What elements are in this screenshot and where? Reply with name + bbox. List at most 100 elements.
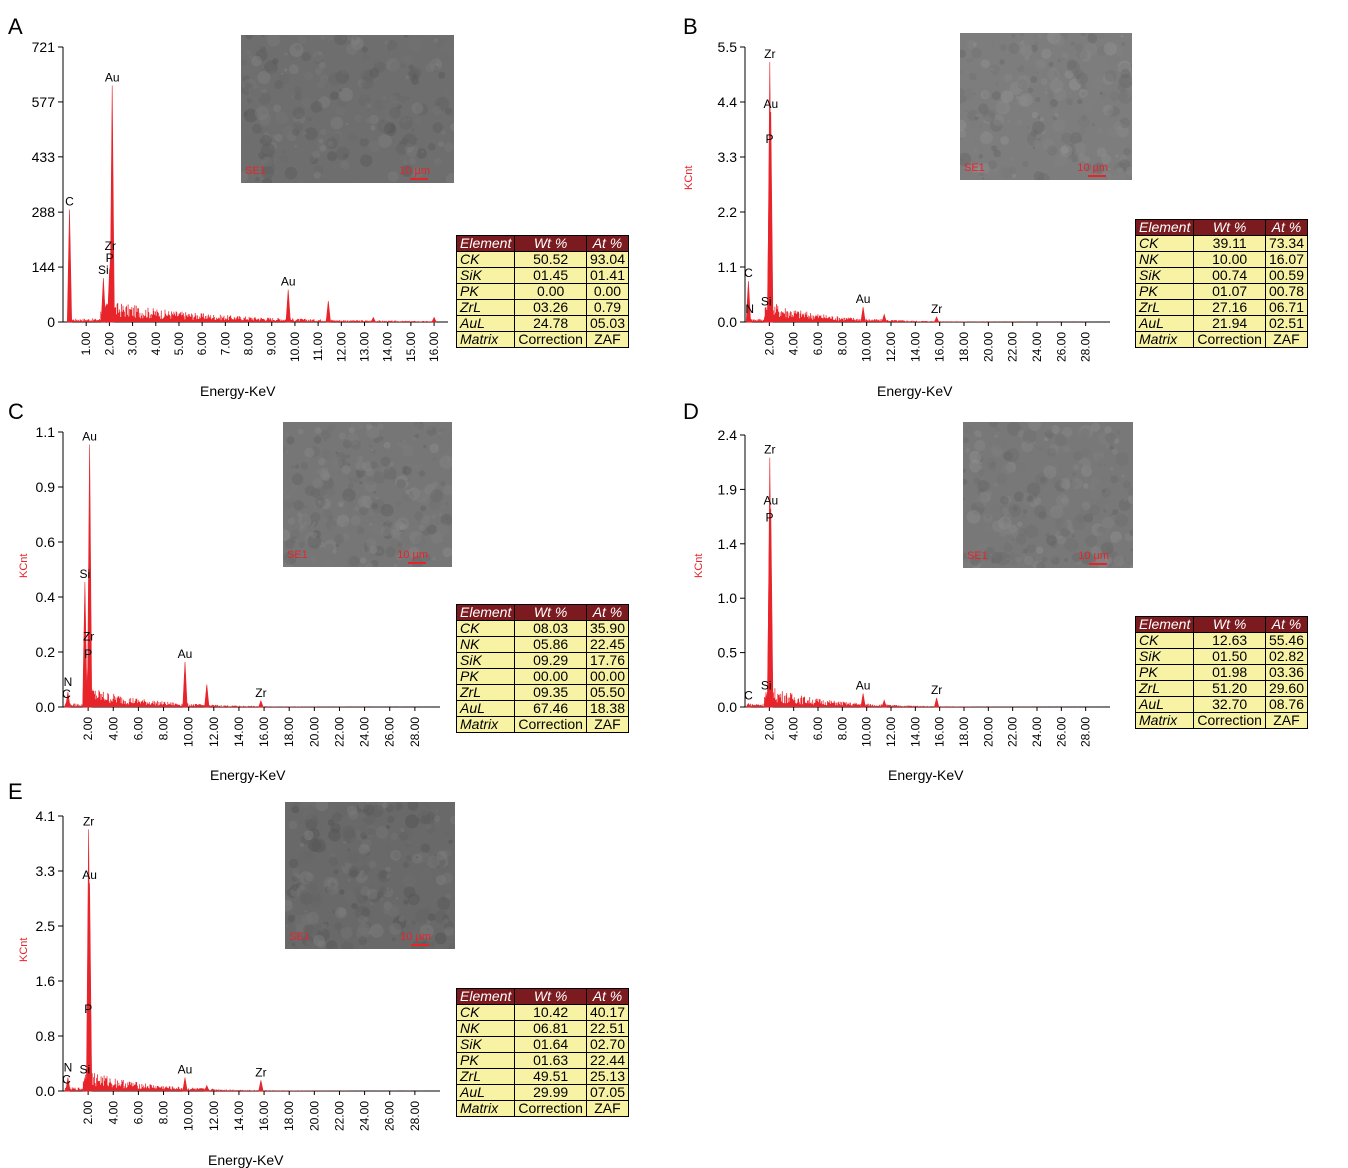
table-cell: 40.17 xyxy=(585,1004,630,1021)
x-tick-label: 8.00 xyxy=(157,717,171,741)
sem-detector-label: SE1 xyxy=(245,165,266,177)
table-cell: Matrix xyxy=(455,1100,516,1117)
peak-label: C xyxy=(744,266,753,280)
table-cell: 51.20 xyxy=(1193,680,1266,697)
x-tick-label: 28.00 xyxy=(408,717,422,747)
y-tick-label: 0.0 xyxy=(718,314,738,330)
peak-label: Si xyxy=(98,263,109,277)
table-header-cell: Wt % xyxy=(514,235,587,252)
table-row: SiK 01.45 01.41 xyxy=(455,267,630,284)
x-tick-label: 28.00 xyxy=(1079,717,1093,747)
spectrum-peak xyxy=(65,1077,71,1092)
table-cell: 06.81 xyxy=(514,1020,587,1037)
x-tick-label: 10.00 xyxy=(182,717,196,747)
peak-label: C xyxy=(65,194,74,208)
spectrum-peak xyxy=(82,581,88,708)
sem-micrograph: SE1 10 µm xyxy=(960,33,1132,180)
sem-micrograph: SE1 10 µm xyxy=(283,422,452,567)
table-cell: AuL xyxy=(455,1084,516,1101)
table-row: AuL 29.99 07.05 xyxy=(455,1084,630,1101)
table-header-row: Element Wt % At % xyxy=(1134,219,1309,236)
table-row: CK 10.42 40.17 xyxy=(455,1004,630,1021)
composition-table: Element Wt % At % CK 39.11 73.34 NK 10.00 16.07 S… xyxy=(1134,219,1309,348)
table-header-cell: At % xyxy=(585,235,630,252)
panel-letter: A xyxy=(8,14,23,39)
spectrum-peak xyxy=(768,508,774,708)
spectrum-peak xyxy=(881,313,887,323)
peak-label: Zr xyxy=(931,683,942,697)
table-cell: ZAF xyxy=(585,331,630,348)
y-tick-label: 1.1 xyxy=(718,259,738,275)
y-tick-label: 0.0 xyxy=(36,699,56,715)
peak-label: Zr xyxy=(764,443,775,457)
sem-scale-bar xyxy=(408,562,426,564)
x-axis-title: Energy-KeV xyxy=(210,767,286,783)
peak-label: P xyxy=(765,511,773,525)
sem-scale-label: 10 µm xyxy=(397,549,428,561)
y-tick-label: 3.3 xyxy=(718,149,738,165)
x-tick-label: 26.00 xyxy=(1054,717,1068,747)
composition-table: Element Wt % At % CK 50.52 93.04 SiK 01.45 01.41… xyxy=(455,235,630,348)
spectrum-peak xyxy=(204,1084,210,1092)
table-cell: 05.03 xyxy=(585,315,630,332)
spectrum-peak xyxy=(745,703,752,708)
table-cell: 10.42 xyxy=(514,1004,587,1021)
table-cell: 06.71 xyxy=(1264,299,1309,316)
table-row: SiK 01.64 02.70 xyxy=(455,1036,630,1053)
composition-table: Element Wt % At % CK 12.63 55.46 SiK 01.50 02.82… xyxy=(1134,616,1309,729)
x-tick-label: 6.00 xyxy=(811,332,825,356)
table-row: PK 00.00 00.00 xyxy=(455,668,630,685)
y-tick-label: 0.2 xyxy=(36,644,56,660)
x-tick-label: 12.00 xyxy=(207,717,221,747)
x-tick-label: 4.00 xyxy=(106,717,120,741)
x-tick-label: 6.00 xyxy=(195,332,209,356)
sem-scale-label: 10 µm xyxy=(400,931,431,943)
y-tick-label: 0.5 xyxy=(718,645,738,661)
table-cell: Correction xyxy=(514,1100,587,1117)
table-cell: SiK xyxy=(1134,267,1195,284)
y-tick-label: 0.0 xyxy=(718,699,738,715)
x-tick-label: 4.00 xyxy=(787,717,801,741)
sem-scale-bar xyxy=(410,178,428,180)
table-header-cell: Wt % xyxy=(1193,616,1266,633)
x-tick-label: 20.00 xyxy=(981,717,995,747)
y-tick-label: 3.3 xyxy=(36,863,56,879)
table-header-cell: Wt % xyxy=(514,604,587,621)
table-cell: 22.44 xyxy=(585,1052,630,1069)
spectrum-peak xyxy=(258,699,264,708)
x-tick-label: 13.00 xyxy=(358,332,372,362)
table-cell: 18.38 xyxy=(585,700,630,717)
panel-letter: E xyxy=(8,779,23,804)
peak-label: C xyxy=(744,689,753,703)
table-header-cell: Wt % xyxy=(1193,219,1266,236)
table-row: PK 01.63 22.44 xyxy=(455,1052,630,1069)
x-tick-label: 7.00 xyxy=(218,332,232,356)
peak-label: Zr xyxy=(105,239,116,253)
sem-detector-label: SE1 xyxy=(289,931,310,943)
table-cell: 00.78 xyxy=(1264,283,1309,300)
table-header-cell: Element xyxy=(455,604,516,621)
x-tick-label: 22.00 xyxy=(1006,717,1020,747)
spectrum-peak xyxy=(860,693,866,708)
peak-label: P xyxy=(84,1002,92,1016)
table-header-cell: Element xyxy=(455,988,516,1005)
spectrum-peak xyxy=(934,697,940,708)
table-cell: 08.76 xyxy=(1264,696,1309,713)
table-cell: 02.70 xyxy=(585,1036,630,1053)
y-tick-label: 1.9 xyxy=(718,481,738,497)
table-row: SiK 01.50 02.82 xyxy=(1134,648,1309,665)
spectrum-peak xyxy=(87,444,93,708)
spectrum-peak xyxy=(87,883,93,1092)
x-tick-label: 14.00 xyxy=(381,332,395,362)
table-cell: NK xyxy=(455,1020,516,1037)
table-cell: 55.46 xyxy=(1264,632,1309,649)
table-row: Matrix Correction ZAF xyxy=(455,1100,630,1117)
y-tick-label: 2.5 xyxy=(36,918,56,934)
x-tick-label: 22.00 xyxy=(332,717,346,747)
y-tick-label: 144 xyxy=(32,259,56,275)
peak-label: Si xyxy=(761,678,772,692)
spectrum-peak xyxy=(881,699,887,708)
table-header-cell: At % xyxy=(1264,616,1309,633)
table-cell: PK xyxy=(1134,283,1195,300)
table-cell: ZAF xyxy=(585,716,630,733)
